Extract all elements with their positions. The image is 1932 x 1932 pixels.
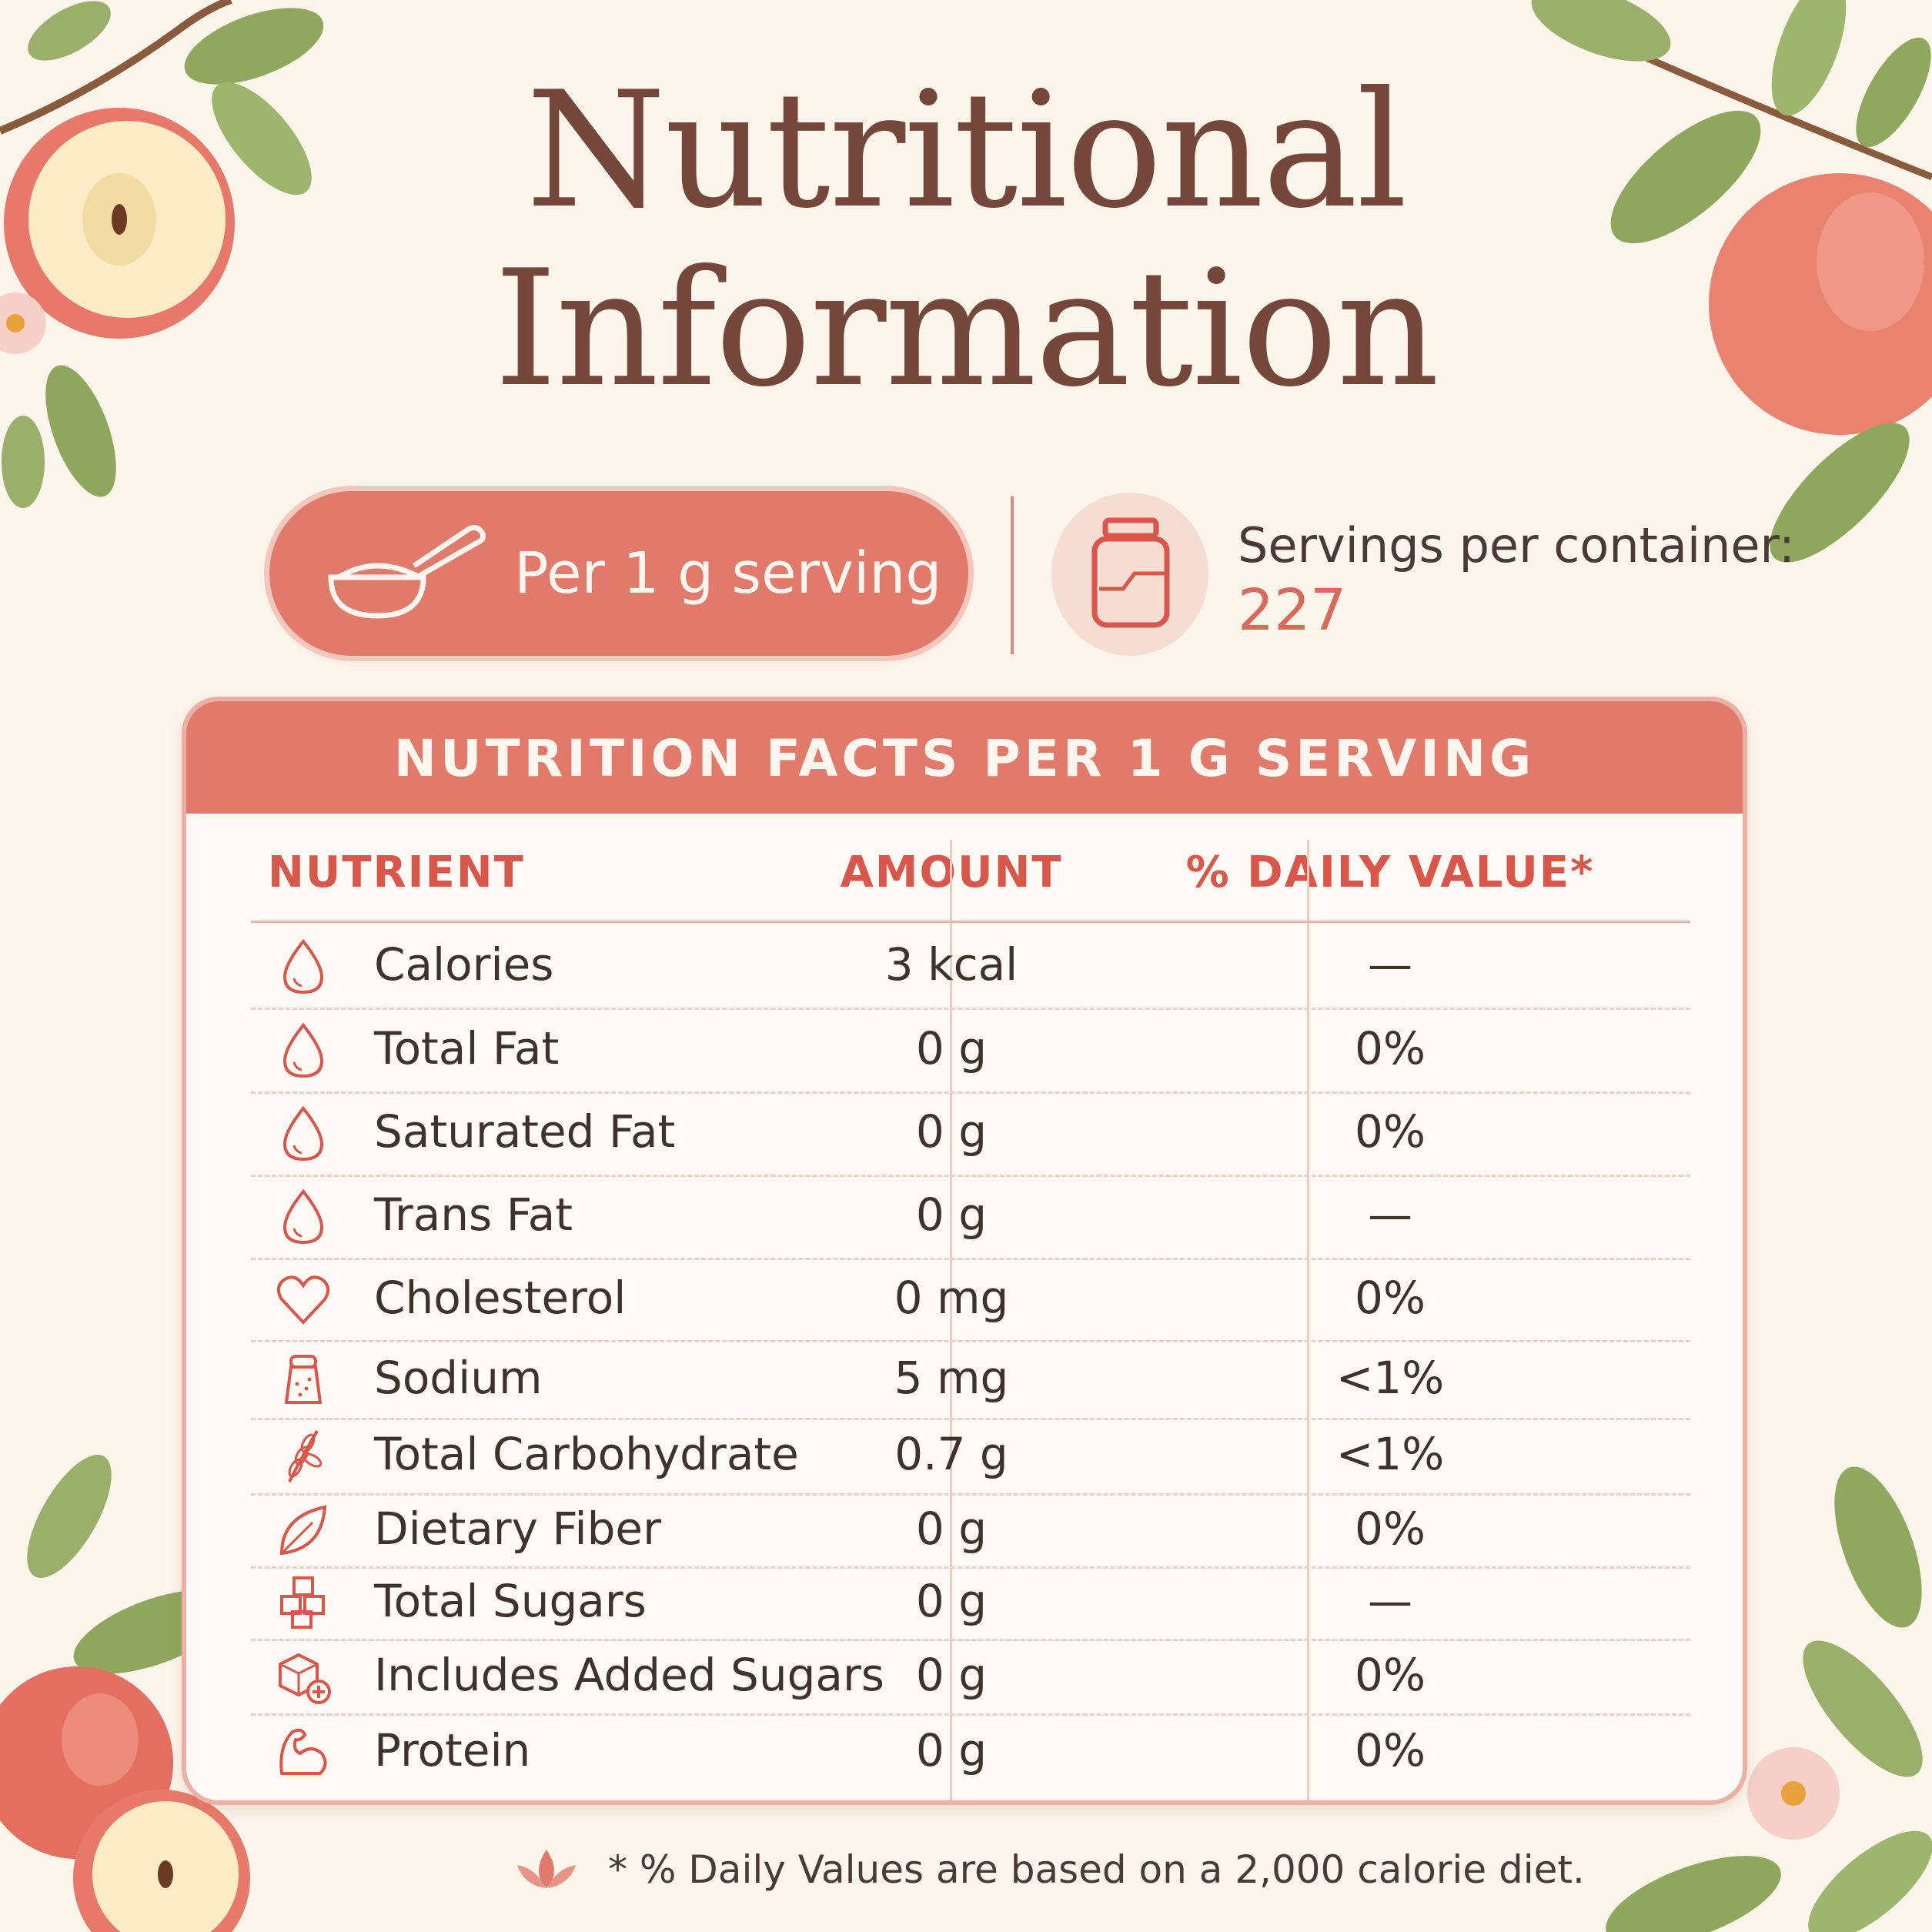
- apple-branch-bottom-left-illustration: [0, 1455, 250, 1932]
- nutrient-name: Sodium: [374, 1352, 543, 1404]
- drop-icon: [282, 1188, 324, 1245]
- sugar-cubes-icon: [280, 1576, 325, 1629]
- nutrient-amount: 0 g: [915, 1575, 988, 1627]
- nutrition-facts-header: NUTRITION FACTS PER 1 G SERVING: [186, 701, 1743, 814]
- jar-icon: [1091, 517, 1170, 628]
- table-row: Total Fat 0 g 0%: [251, 1008, 1690, 1094]
- serving-size-pill: Per 1 g serving: [269, 491, 968, 656]
- muscle-icon: [279, 1728, 327, 1775]
- apple-branch-top-right-illustration: [1531, 0, 1932, 563]
- column-header-nutrient: NUTRIENT: [268, 847, 525, 897]
- table-row: Includes Added Sugars 0 g 0%: [251, 1639, 1690, 1716]
- nutrient-name: Saturated Fat: [374, 1105, 676, 1158]
- table-row: Sodium 5 mg <1%: [251, 1340, 1690, 1420]
- table-row: Saturated Fat 0 g 0%: [251, 1091, 1690, 1177]
- nutrient-daily-value: 0%: [1354, 1724, 1426, 1777]
- leaf-sprig-icon: [517, 1850, 576, 1888]
- table-row: Total Carbohydrate 0.7 g <1%: [251, 1418, 1690, 1496]
- wheat-icon: [288, 1429, 323, 1482]
- apple-branch-bottom-right-illustration: [1606, 1466, 1932, 1932]
- nutrient-amount: 0 g: [915, 1105, 988, 1158]
- drop-icon: [282, 1022, 324, 1078]
- page-title: Nutritional Information: [0, 62, 1932, 419]
- nutrient-daily-value: <1%: [1335, 1428, 1445, 1480]
- nutrient-daily-value: —: [1368, 938, 1412, 991]
- nutrient-name: Total Sugars: [374, 1575, 647, 1627]
- nutrient-amount: 0 g: [915, 1649, 988, 1701]
- drop-icon: [282, 1105, 324, 1162]
- nutrient-amount: 5 mg: [894, 1352, 1009, 1404]
- column-divider: [1307, 840, 1309, 1800]
- salt-shaker-icon: [284, 1355, 323, 1404]
- table-row: Trans Fat 0 g —: [251, 1175, 1690, 1260]
- nutrient-amount: 0 g: [915, 1188, 988, 1241]
- title-line-1: Nutritional: [526, 58, 1407, 244]
- scoop-icon: [328, 524, 486, 619]
- title-line-2: Information: [493, 236, 1439, 423]
- nutrition-facts-card: NUTRITION FACTS PER 1 G SERVING NUTRIENT…: [182, 697, 1747, 1805]
- nutrient-name: Protein: [374, 1724, 531, 1777]
- table-row: Calories 3 kcal —: [251, 924, 1690, 1010]
- table-row: Protein 0 g 0%: [251, 1713, 1690, 1790]
- nutrient-daily-value: —: [1368, 1575, 1412, 1627]
- nutrient-name: Includes Added Sugars: [374, 1649, 885, 1701]
- nutrient-name: Calories: [374, 938, 554, 991]
- nutrient-daily-value: —: [1368, 1188, 1412, 1241]
- servings-per-container-value: 227: [1238, 577, 1347, 643]
- nutrient-daily-value: <1%: [1335, 1352, 1445, 1404]
- nutrient-daily-value: 0%: [1354, 1022, 1426, 1075]
- table-row: Dietary Fiber 0 g 0%: [251, 1493, 1690, 1569]
- table-row: Cholesterol 0 mg 0%: [251, 1258, 1690, 1342]
- table-row: Total Sugars 0 g —: [251, 1566, 1690, 1641]
- header-divider: [1011, 496, 1014, 654]
- apple-branch-top-left-illustration: [0, 0, 323, 508]
- nutrient-daily-value: 0%: [1354, 1105, 1426, 1158]
- leaf-icon: [279, 1505, 327, 1556]
- header-rule: [251, 921, 1690, 923]
- nutrient-amount: 0 mg: [894, 1272, 1009, 1324]
- heart-icon: [276, 1275, 330, 1325]
- nutrient-name: Total Carbohydrate: [374, 1428, 799, 1480]
- drop-icon: [282, 938, 324, 994]
- nutrient-amount: 0.7 g: [894, 1428, 1008, 1480]
- nutrient-daily-value: 0%: [1354, 1502, 1426, 1555]
- column-header-daily-value: % DAILY VALUE*: [1185, 847, 1595, 897]
- nutrient-daily-value: 0%: [1354, 1272, 1426, 1324]
- nutrient-name: Total Fat: [374, 1022, 560, 1075]
- container-badge: [1051, 493, 1208, 656]
- nutrient-amount: 3 kcal: [884, 938, 1018, 991]
- nutrient-amount: 0 g: [915, 1724, 988, 1777]
- nutrient-amount: 0 g: [915, 1502, 988, 1555]
- nutrient-name: Dietary Fiber: [374, 1502, 661, 1555]
- sugar-cube-plus-icon: [279, 1653, 331, 1704]
- daily-value-footnote: * % Daily Values are based on a 2,000 ca…: [608, 1847, 1585, 1892]
- servings-per-container-label: Servings per container:: [1238, 517, 1795, 573]
- nutrient-name: Cholesterol: [374, 1272, 627, 1324]
- nutrient-name: Trans Fat: [374, 1188, 573, 1241]
- nutrient-daily-value: 0%: [1354, 1649, 1426, 1701]
- column-divider: [950, 840, 952, 1800]
- serving-size-label: Per 1 g serving: [514, 540, 942, 607]
- nutrient-amount: 0 g: [915, 1022, 988, 1075]
